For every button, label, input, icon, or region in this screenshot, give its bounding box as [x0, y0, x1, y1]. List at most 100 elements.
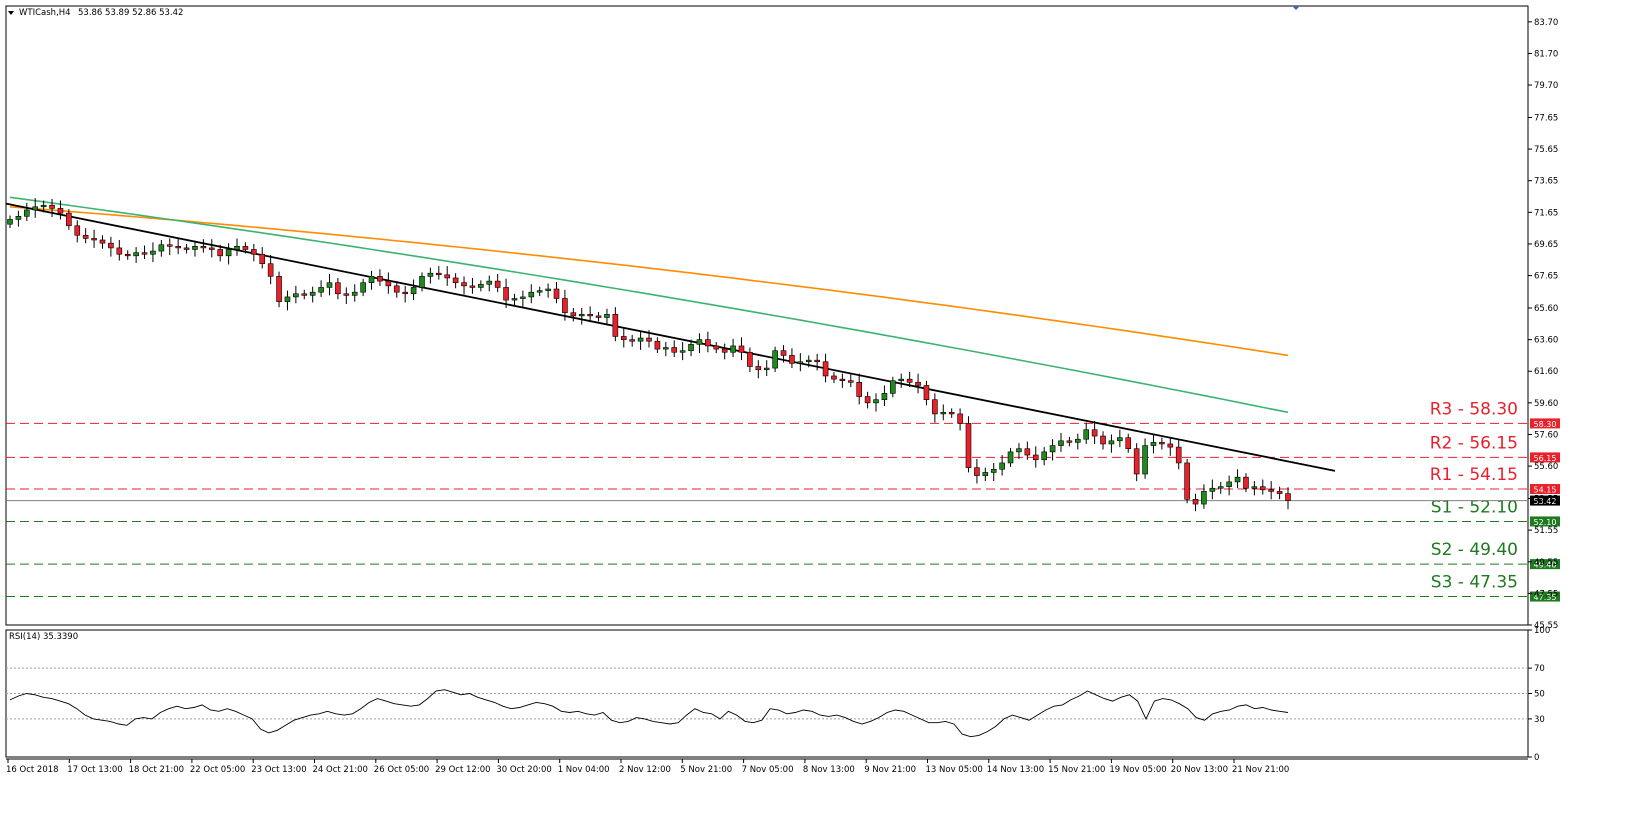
- ohlc-readout: 53.86 53.89 52.86 53.42: [78, 8, 183, 18]
- bear-candle: [738, 345, 745, 353]
- bull-candle: [679, 350, 686, 353]
- bull-candle: [797, 361, 804, 364]
- price-tick-label: 61.60: [1534, 367, 1558, 377]
- bear-candle: [957, 413, 963, 424]
- level-price-tag: [1530, 484, 1560, 495]
- price-tick-label: 51.55: [1534, 526, 1558, 536]
- bear-candle: [124, 253, 131, 257]
- bear-candle: [385, 280, 392, 287]
- level-price-tag: [1530, 452, 1560, 463]
- bear-candle: [671, 347, 678, 353]
- moving-average-green: [9, 196, 1289, 414]
- bear-candle: [864, 396, 871, 404]
- bear-candle: [200, 246, 207, 249]
- bear-candle: [469, 285, 476, 288]
- bear-candle: [377, 276, 383, 282]
- time-tick-label: 24 Oct 21:00: [313, 765, 368, 775]
- time-tick-label: 7 Nov 05:00: [742, 765, 794, 775]
- price-tick-label: 59.60: [1534, 399, 1558, 409]
- price-tick-label: 55.60: [1534, 462, 1558, 472]
- bull-candle: [772, 350, 778, 369]
- bear-candle: [570, 312, 577, 317]
- bear-candle: [276, 276, 282, 302]
- bear-candle: [217, 249, 223, 257]
- bull-candle: [410, 287, 417, 295]
- bear-candle: [620, 336, 627, 340]
- bull-candle: [326, 282, 333, 288]
- bull-candle: [696, 339, 703, 345]
- time-tick-label: 29 Oct 12:00: [435, 765, 490, 775]
- bear-candle: [57, 208, 64, 214]
- bull-candle: [419, 276, 425, 288]
- bear-candle: [705, 339, 711, 347]
- bear-candle: [141, 252, 148, 255]
- bull-candle: [1217, 486, 1224, 489]
- price-tick-label: 83.70: [1534, 18, 1558, 28]
- price-tick-label: 81.70: [1534, 49, 1558, 59]
- bull-candle: [309, 291, 316, 296]
- time-tick-label: 30 Oct 20:00: [496, 765, 551, 775]
- bull-candle: [1041, 451, 1047, 461]
- bear-candle: [1259, 486, 1266, 491]
- bull-candle: [318, 287, 324, 293]
- bull-candle: [805, 359, 812, 363]
- price-tick-label: 77.65: [1534, 113, 1558, 123]
- bear-candle: [1184, 462, 1190, 500]
- time-tick-label: 18 Oct 21:00: [129, 765, 184, 775]
- bull-candle: [1117, 437, 1123, 442]
- time-tick-label: 15 Nov 21:00: [1048, 765, 1105, 775]
- bear-candle: [1268, 489, 1274, 492]
- bear-candle: [822, 361, 829, 377]
- bear-candle: [974, 467, 980, 476]
- level-price-tag: [1530, 418, 1560, 429]
- bull-candle: [24, 209, 30, 217]
- bull-candle: [1209, 487, 1216, 492]
- bull-candle: [763, 367, 770, 370]
- bull-candle: [898, 378, 905, 382]
- bear-candle: [66, 212, 72, 227]
- bear-candle: [553, 288, 560, 299]
- level-price-tag-text: 56.15: [1534, 454, 1557, 463]
- level-price-tag: [1530, 591, 1560, 602]
- time-tick-label: 2 Nov 12:00: [619, 765, 671, 775]
- bear-candle: [242, 246, 249, 250]
- bull-candle: [982, 472, 989, 476]
- time-tick-label: 17 Oct 13:00: [67, 765, 122, 775]
- bear-candle: [814, 359, 820, 363]
- bear-candle: [444, 274, 451, 279]
- time-tick-label: 9 Nov 21:00: [864, 765, 916, 775]
- level-label: R2 - 56.15: [1430, 433, 1518, 453]
- price-tick-label: 63.60: [1534, 336, 1558, 346]
- bear-candle: [789, 355, 795, 364]
- bear-candle: [335, 282, 341, 295]
- bear-candle: [301, 293, 308, 296]
- bull-candle: [7, 219, 13, 225]
- bull-candle: [536, 290, 543, 293]
- bull-candle: [881, 393, 888, 400]
- bull-candle: [15, 215, 22, 220]
- rsi-line: [9, 689, 1289, 738]
- bull-candle: [225, 249, 232, 257]
- bear-candle: [923, 385, 930, 400]
- current-price-tag-text: 53.42: [1534, 497, 1557, 506]
- bear-candle: [1125, 437, 1132, 450]
- bull-candle: [890, 380, 896, 394]
- menu-triangle-icon: [8, 11, 14, 15]
- bull-candle: [578, 314, 585, 317]
- bull-candle: [478, 283, 484, 288]
- bear-candle: [906, 378, 913, 383]
- bull-candle: [351, 291, 358, 296]
- bear-candle: [461, 282, 467, 287]
- bear-candle: [1192, 499, 1199, 505]
- bear-candle: [393, 285, 400, 293]
- bull-candle: [192, 246, 198, 250]
- bull-candle: [604, 314, 610, 318]
- bear-candle: [402, 291, 408, 295]
- bear-candle: [49, 204, 55, 209]
- bull-candle: [1142, 445, 1148, 475]
- bear-candle: [612, 314, 619, 337]
- bull-candle: [1226, 481, 1232, 487]
- bear-candle: [747, 351, 753, 367]
- bear-candle: [259, 253, 266, 265]
